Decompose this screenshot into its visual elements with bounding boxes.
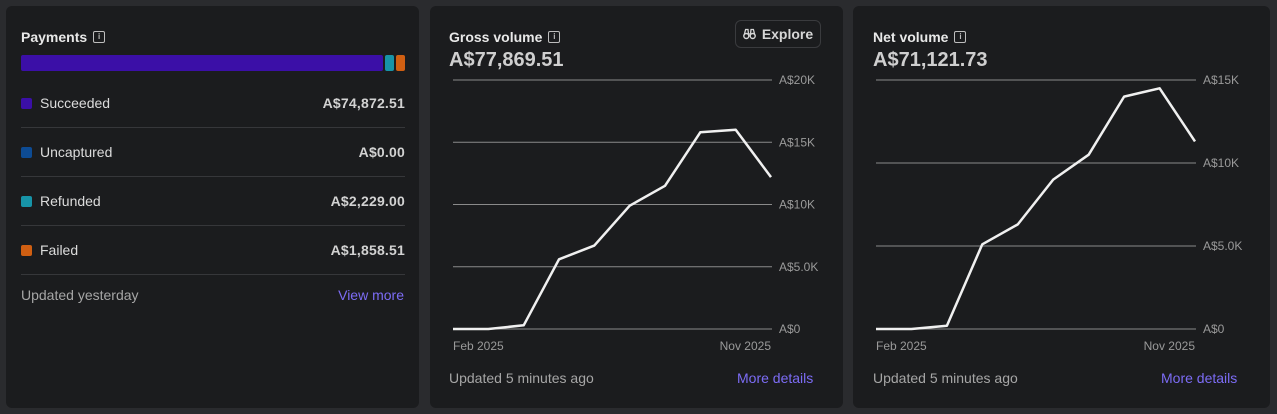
net-volume-title-text: Net volume [873, 29, 949, 45]
data-point[interactable] [518, 319, 530, 331]
net-volume-chart[interactable]: A$0 A$5.0K A$10K A$15K Feb 2025 Nov 2025 [853, 6, 1270, 366]
payment-row-label: Failed [40, 242, 79, 258]
explore-label: Explore [761, 26, 814, 42]
data-point[interactable] [1083, 149, 1095, 161]
failed-swatch [21, 244, 32, 256]
y-tick-label: A$5.0K [1203, 239, 1242, 253]
data-point[interactable] [1047, 174, 1059, 186]
payments-stacked-bar [21, 55, 405, 71]
data-point[interactable] [624, 200, 636, 212]
y-tick-label: A$5.0K [779, 260, 818, 274]
data-point[interactable] [1189, 135, 1201, 147]
refunded-swatch [21, 195, 32, 207]
series-line [453, 128, 773, 331]
gross-volume-title: Gross volume i [449, 29, 561, 45]
data-point[interactable] [870, 323, 882, 335]
payments-title: Payments i [21, 29, 106, 45]
y-tick-label: A$0 [1203, 322, 1225, 336]
view-more-link[interactable]: View more [338, 287, 404, 303]
data-point[interactable] [905, 323, 917, 335]
payments-card: Payments i Succeeded A$74,872.51 Uncaptu… [6, 6, 419, 408]
payment-row-succeeded[interactable]: Succeeded A$74,872.51 [21, 79, 405, 128]
y-tick-label: A$20K [779, 73, 815, 87]
x-tick-label: Nov 2025 [720, 339, 772, 353]
stacked-bar-succeeded [21, 55, 383, 71]
data-point[interactable] [694, 126, 706, 138]
binoculars-icon [742, 28, 756, 40]
payment-row-refunded[interactable]: Refunded A$2,229.00 [21, 177, 405, 226]
series-line [876, 87, 1197, 331]
data-point[interactable] [765, 171, 777, 183]
payment-row-label: Succeeded [40, 95, 111, 111]
gross-volume-value: A$77,869.51 [449, 49, 564, 71]
y-tick-label: A$15K [1203, 73, 1239, 87]
gross-volume-title-text: Gross volume [449, 29, 543, 45]
x-tick-label: Feb 2025 [876, 339, 927, 353]
gross-volume-chart[interactable]: A$0 A$5.0K A$10K A$15K A$20K Feb 2025 Nov 2025 [430, 6, 843, 366]
data-point[interactable] [941, 320, 953, 332]
data-point[interactable] [976, 238, 988, 250]
x-tick-label: Nov 2025 [1144, 339, 1196, 353]
net-volume-card: Net volume i A$71,121.73 A$0 A$5.0K A$10K A… [853, 6, 1270, 408]
payment-row-label: Refunded [40, 193, 101, 209]
y-tick-label: A$10K [1203, 156, 1239, 170]
net-volume-value: A$71,121.73 [873, 49, 988, 71]
data-point[interactable] [482, 323, 494, 335]
data-point[interactable] [1154, 82, 1166, 94]
payment-row-uncaptured[interactable]: Uncaptured A$0.00 [21, 128, 405, 177]
payment-row-failed[interactable]: Failed A$1,858.51 [21, 226, 405, 275]
y-tick-label: A$0 [779, 322, 801, 336]
gross-volume-card: Gross volume i A$77,869.51 Explore A$0 A$… [430, 6, 843, 408]
data-point[interactable] [447, 323, 459, 335]
payment-row-value: A$0.00 [358, 144, 405, 160]
x-tick-label: Feb 2025 [453, 339, 504, 353]
net-more-details-link[interactable]: More details [1161, 370, 1238, 386]
payment-row-label: Uncaptured [40, 144, 113, 160]
explore-button[interactable]: Explore [735, 20, 821, 48]
payment-row-value: A$74,872.51 [322, 95, 405, 111]
payments-updated: Updated yesterday [21, 287, 139, 303]
payments-title-text: Payments [21, 29, 88, 45]
info-icon[interactable]: i [548, 31, 561, 43]
gross-more-details-link[interactable]: More details [737, 370, 814, 386]
gross-volume-updated: Updated 5 minutes ago [449, 370, 594, 386]
data-point[interactable] [659, 180, 671, 192]
succeeded-swatch [21, 97, 32, 109]
data-point[interactable] [1118, 91, 1130, 103]
payment-row-value: A$2,229.00 [330, 193, 405, 209]
data-point[interactable] [1012, 218, 1024, 230]
stacked-bar-refunded [385, 55, 394, 71]
data-point[interactable] [730, 124, 742, 136]
payment-row-value: A$1,858.51 [330, 242, 405, 258]
y-tick-label: A$15K [779, 135, 815, 149]
data-point[interactable] [553, 253, 565, 265]
net-volume-updated: Updated 5 minutes ago [873, 370, 1018, 386]
uncaptured-swatch [21, 146, 32, 158]
stacked-bar-failed [396, 55, 405, 71]
info-icon[interactable]: i [93, 31, 106, 43]
y-tick-label: A$10K [779, 198, 815, 212]
info-icon[interactable]: i [954, 31, 967, 43]
net-volume-title: Net volume i [873, 29, 967, 45]
data-point[interactable] [588, 240, 600, 252]
